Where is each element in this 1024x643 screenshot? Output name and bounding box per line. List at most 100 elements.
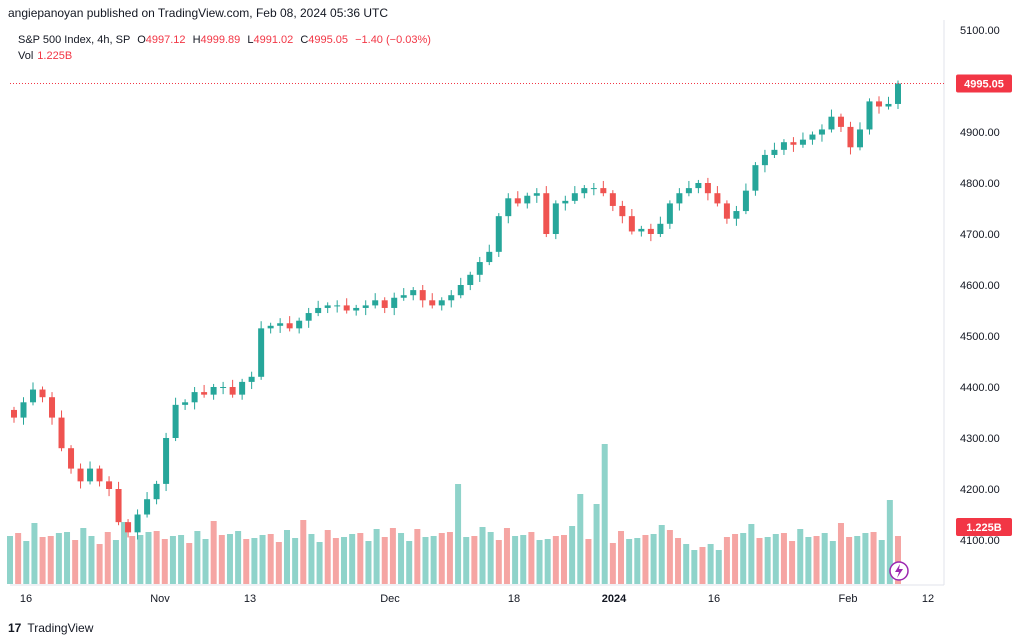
candle-body <box>400 295 407 298</box>
volume-bar <box>112 540 119 584</box>
brand-name[interactable]: TradingView <box>27 621 94 635</box>
legend-symbol: S&P 500 Index, 4h, SP <box>18 34 131 46</box>
volume-bar <box>870 532 877 584</box>
price-tick-label: 4900.00 <box>960 127 1000 139</box>
candle-body <box>248 376 255 382</box>
volume-bar <box>226 534 233 584</box>
volume-bar <box>862 533 869 584</box>
candle-body <box>277 323 284 326</box>
volume-bar <box>422 537 429 584</box>
volume-bar <box>80 528 87 584</box>
legend-open-label: O <box>137 34 146 46</box>
volume-bar <box>300 520 307 584</box>
price-tags: 4995.05 1.225B <box>10 74 1012 581</box>
legend-high-label: H <box>192 34 201 46</box>
volume-bar <box>512 536 519 584</box>
candle-body <box>552 203 559 234</box>
volume-bar <box>837 523 844 584</box>
candle-body <box>315 307 322 314</box>
candle-body <box>381 300 388 308</box>
candle-body <box>391 297 398 308</box>
volume-bar <box>430 536 437 584</box>
volume-bar <box>121 522 128 584</box>
candle-body <box>723 203 730 219</box>
volume-bar <box>414 529 421 584</box>
volume-bar <box>389 528 396 584</box>
volume-bar <box>169 536 176 584</box>
volume-bar <box>495 540 502 584</box>
candle-body <box>20 402 27 418</box>
volume-bar <box>536 540 543 584</box>
legend-change: −1.40 (−0.03%) <box>355 34 431 46</box>
volume-bar <box>186 543 193 584</box>
candle-body <box>609 193 616 206</box>
candle-body <box>742 190 749 212</box>
volume-bar <box>446 532 453 584</box>
volume-bar <box>283 530 290 584</box>
candle-body <box>115 489 122 523</box>
volume-bar <box>39 537 46 584</box>
candle-body <box>856 129 863 148</box>
candle-body <box>201 392 208 395</box>
candle-body <box>419 290 426 301</box>
volume-bar <box>341 537 348 584</box>
candle-body <box>87 468 94 482</box>
candle-body <box>647 228 654 234</box>
candle-body <box>153 483 160 500</box>
candle-body <box>134 514 141 533</box>
candle-body <box>220 387 227 388</box>
candle-body <box>657 223 664 234</box>
candle-body <box>305 313 312 321</box>
volume-bar <box>332 538 339 584</box>
volume-bar <box>96 544 103 584</box>
volume-bar <box>707 544 714 584</box>
candle-body <box>343 305 350 311</box>
candle-body <box>895 83 901 104</box>
price-tag-label: 4995.05 <box>964 79 1004 91</box>
volume-bar <box>153 531 160 584</box>
volume-bar <box>895 536 901 584</box>
candle-body <box>486 251 493 263</box>
price-tag <box>956 74 1012 93</box>
volume-bar <box>829 541 836 584</box>
candle-body <box>476 262 483 275</box>
price-tick-label: 4200.00 <box>960 484 1000 496</box>
time-tick-label: 2024 <box>602 593 627 605</box>
legend-line: S&P 500 Index, 4h, SP O4997.12 H4999.89 … <box>18 34 431 46</box>
candle-body <box>619 205 626 217</box>
candle-body <box>11 409 17 418</box>
price-tick-label: 4100.00 <box>960 535 1000 547</box>
candle-body <box>210 387 217 395</box>
volume-bar <box>618 531 625 584</box>
lightning-glyph <box>895 564 903 578</box>
volume-bar <box>601 444 608 584</box>
price-tick-label: 4600.00 <box>960 280 1000 292</box>
candle-body <box>229 387 236 395</box>
volume-bar <box>178 535 185 584</box>
volume-bar <box>55 533 62 584</box>
candle-body <box>543 193 550 234</box>
candle-body <box>524 195 531 204</box>
candle-body <box>191 392 198 403</box>
candle-body <box>761 154 768 166</box>
volume-bar <box>455 484 462 584</box>
time-tick-label: 12 <box>922 593 934 605</box>
volume-bar <box>235 531 242 584</box>
volume-bar <box>145 532 152 584</box>
time-axis: 16 Nov 13 Dec 18 2024 16 Feb 12 <box>10 584 944 605</box>
volume-bar <box>699 547 706 584</box>
volume-bar <box>31 523 38 584</box>
volume-bar <box>854 536 861 584</box>
candle-body <box>809 134 816 140</box>
time-tick-label: Nov <box>150 593 170 605</box>
legend-close-label: C <box>300 34 309 46</box>
volume-legend: Vol 1.225B <box>18 50 72 62</box>
footer: 17 TradingView <box>8 619 93 637</box>
volume-bar <box>577 494 584 584</box>
candle-body <box>106 481 113 489</box>
volume-bar <box>479 527 486 584</box>
volume-bar <box>324 530 331 584</box>
volume-bar <box>349 534 356 584</box>
candle-body <box>362 305 369 308</box>
